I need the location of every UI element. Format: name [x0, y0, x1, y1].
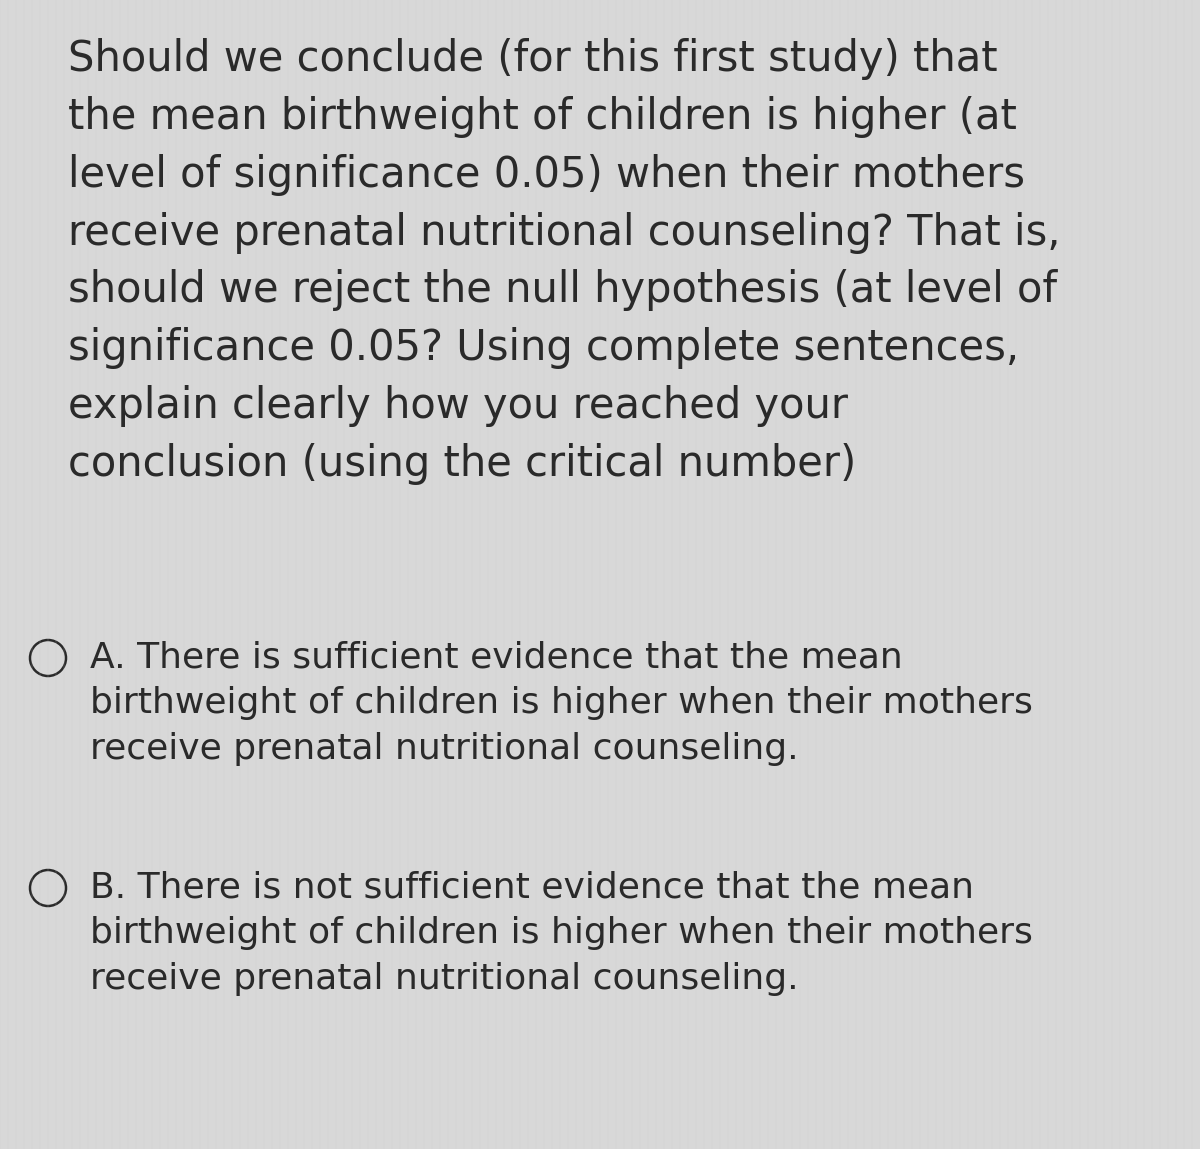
Text: Should we conclude (for this first study) that
the mean birthweight of children : Should we conclude (for this first study… — [68, 38, 1061, 485]
Text: A. There is sufficient evidence that the mean
birthweight of children is higher : A. There is sufficient evidence that the… — [90, 640, 1033, 766]
Text: B. There is not sufficient evidence that the mean
birthweight of children is hig: B. There is not sufficient evidence that… — [90, 870, 1033, 996]
